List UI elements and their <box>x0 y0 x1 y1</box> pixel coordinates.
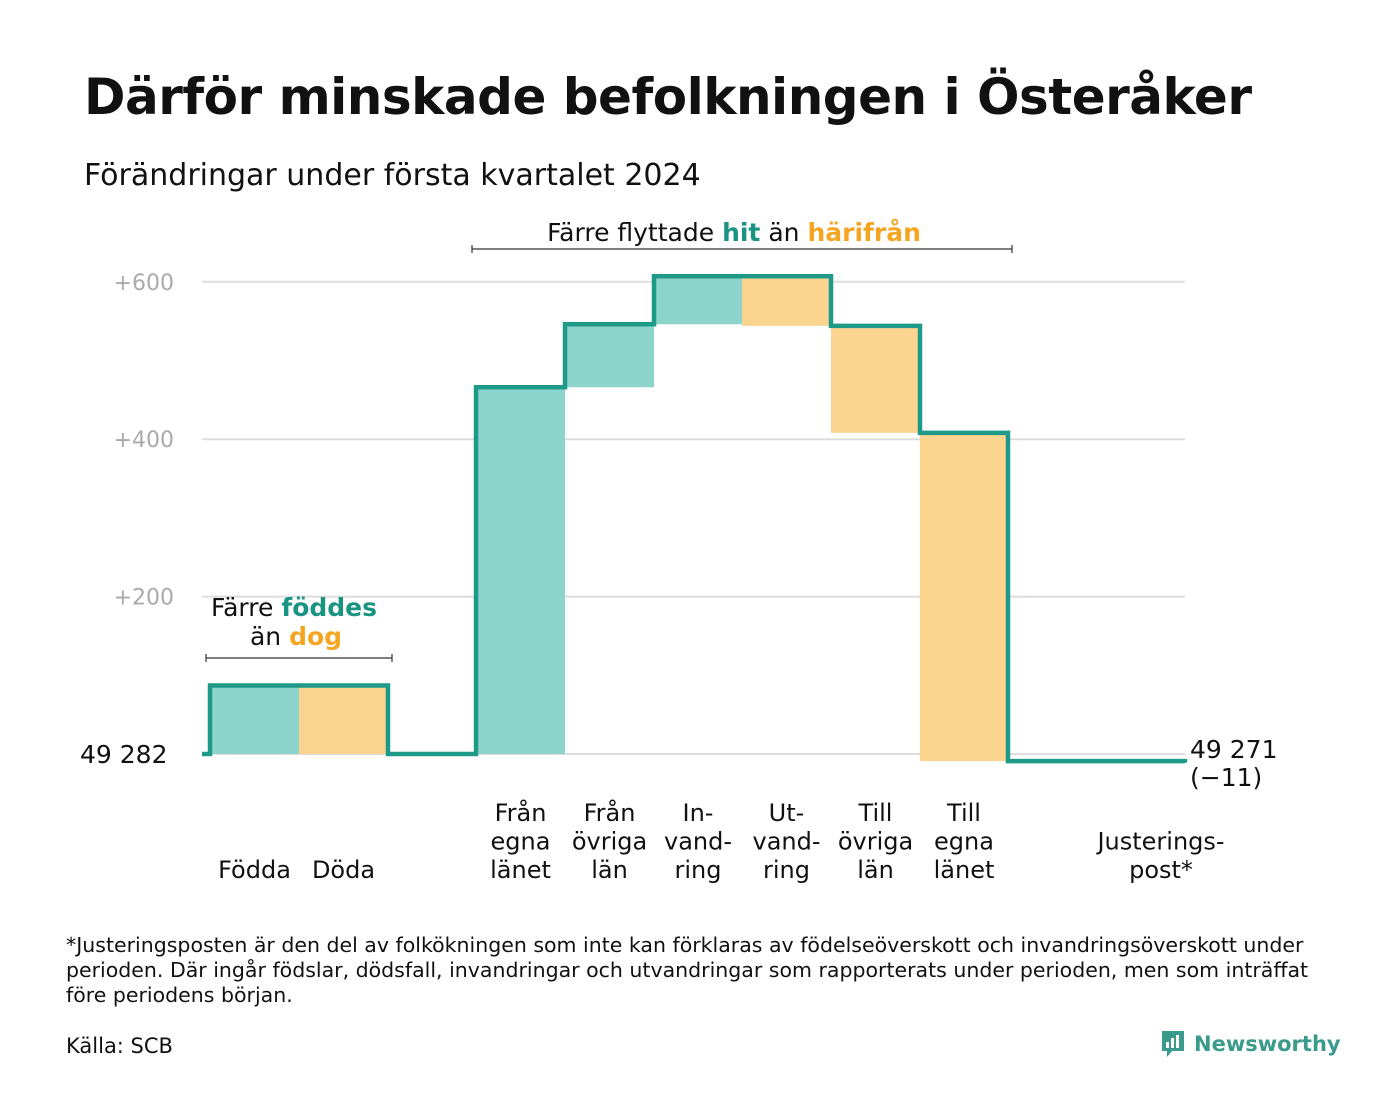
category-label: egna <box>491 828 551 856</box>
category-label: övriga <box>572 828 647 856</box>
category-label: Döda <box>312 856 375 884</box>
category-label: post* <box>1129 856 1193 884</box>
annotation-text: Färre föddes <box>211 593 377 622</box>
annotation-part-teal: föddes <box>281 593 377 622</box>
category-label: övriga <box>838 828 913 856</box>
category-label: Justerings- <box>1095 828 1224 856</box>
bar <box>654 276 742 325</box>
step-line <box>202 274 1188 764</box>
y-tick-label: +600 <box>114 271 174 296</box>
newsworthy-logo: Newsworthy <box>1160 1029 1341 1059</box>
category-label: egna <box>934 828 994 856</box>
category-label: Till <box>858 799 893 827</box>
y-tick-label: +400 <box>114 428 174 453</box>
category-label: Från <box>495 798 547 827</box>
category-label: län <box>591 856 628 884</box>
category-label: Till <box>946 799 981 827</box>
category-label: ring <box>675 856 722 884</box>
bar <box>476 387 565 754</box>
annotation-text: än dog <box>250 622 342 651</box>
category-label: vand- <box>752 828 820 856</box>
annotation-part-plain: Färre <box>211 593 281 622</box>
bar <box>920 432 1008 762</box>
category-label: länet <box>490 856 551 884</box>
chart-subtitle: Förändringar under första kvartalet 2024 <box>84 158 701 193</box>
bar <box>210 685 299 754</box>
end-value-label: 49 271 <box>1190 735 1277 764</box>
category-label: vand- <box>664 828 732 856</box>
newsworthy-chart-bubble-icon <box>1162 1031 1184 1057</box>
annotation-part-orange: härifrån <box>807 218 920 247</box>
category-label: Ut- <box>769 799 805 827</box>
chart-title: Därför minskade befolkningen i Österåker <box>84 68 1252 126</box>
end-change-label: (−11) <box>1190 763 1262 792</box>
bar <box>565 324 654 388</box>
category-label: länet <box>934 856 995 884</box>
footnote: *Justeringsposten är den del av folkökni… <box>66 933 1309 1007</box>
label-layer: Födda DödaFrånegnalänetFrånövrigalänIn-va… <box>80 735 1277 884</box>
category-label: Födda <box>218 856 291 884</box>
annotation-part-plain: Färre flyttade <box>547 218 722 247</box>
step-line-layer <box>202 274 1188 764</box>
annotation-part-plain: än <box>760 218 807 247</box>
source-label: Källa: SCB <box>66 1034 173 1058</box>
annotation-part-teal: hit <box>722 218 760 247</box>
annotation-part-plain: än <box>250 622 289 651</box>
annotation-part-orange: dog <box>289 622 342 651</box>
y-tick-label: +200 <box>114 586 174 611</box>
bar <box>299 685 388 754</box>
bar <box>742 276 831 326</box>
category-label: län <box>857 856 894 884</box>
category-label: ring <box>763 856 810 884</box>
start-value-label: 49 282 <box>80 740 167 769</box>
category-label: Från <box>584 798 636 827</box>
category-label: In- <box>683 799 714 827</box>
annotation-text: Färre flyttade hit än härifrån <box>547 218 921 247</box>
logo-wordmark: Newsworthy <box>1194 1032 1341 1056</box>
bar-layer <box>210 276 1008 762</box>
bar <box>831 325 920 433</box>
